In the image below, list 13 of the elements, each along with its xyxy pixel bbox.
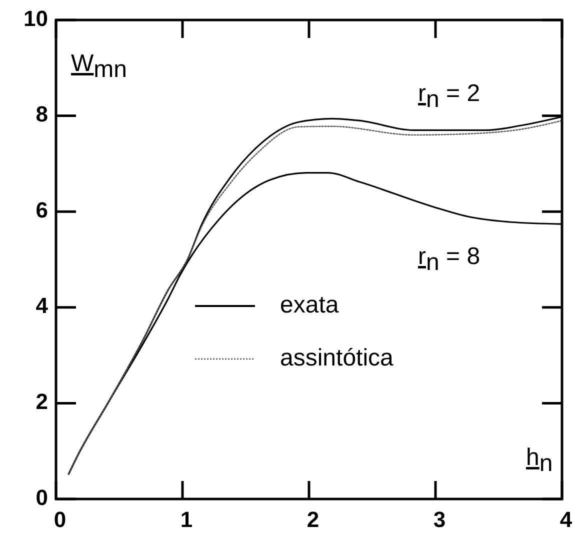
y-tick-label: 8 (36, 102, 48, 127)
x-tick-label: 1 (180, 507, 193, 532)
y-tick-label: 2 (36, 389, 48, 414)
y-tick-label: 0 (36, 484, 48, 510)
y-tick-label: 4 (36, 293, 49, 318)
x-tick-label: 3 (433, 507, 446, 532)
x-tick-label: 4 (560, 507, 573, 532)
legend-label: assintótica (280, 344, 394, 372)
x-tick-label: 2 (306, 507, 320, 532)
legend-label: exata (280, 291, 340, 318)
y-tick-label: 6 (36, 197, 48, 222)
x-tick-label: 0 (54, 507, 66, 532)
y-tick-label: 10 (24, 6, 48, 31)
